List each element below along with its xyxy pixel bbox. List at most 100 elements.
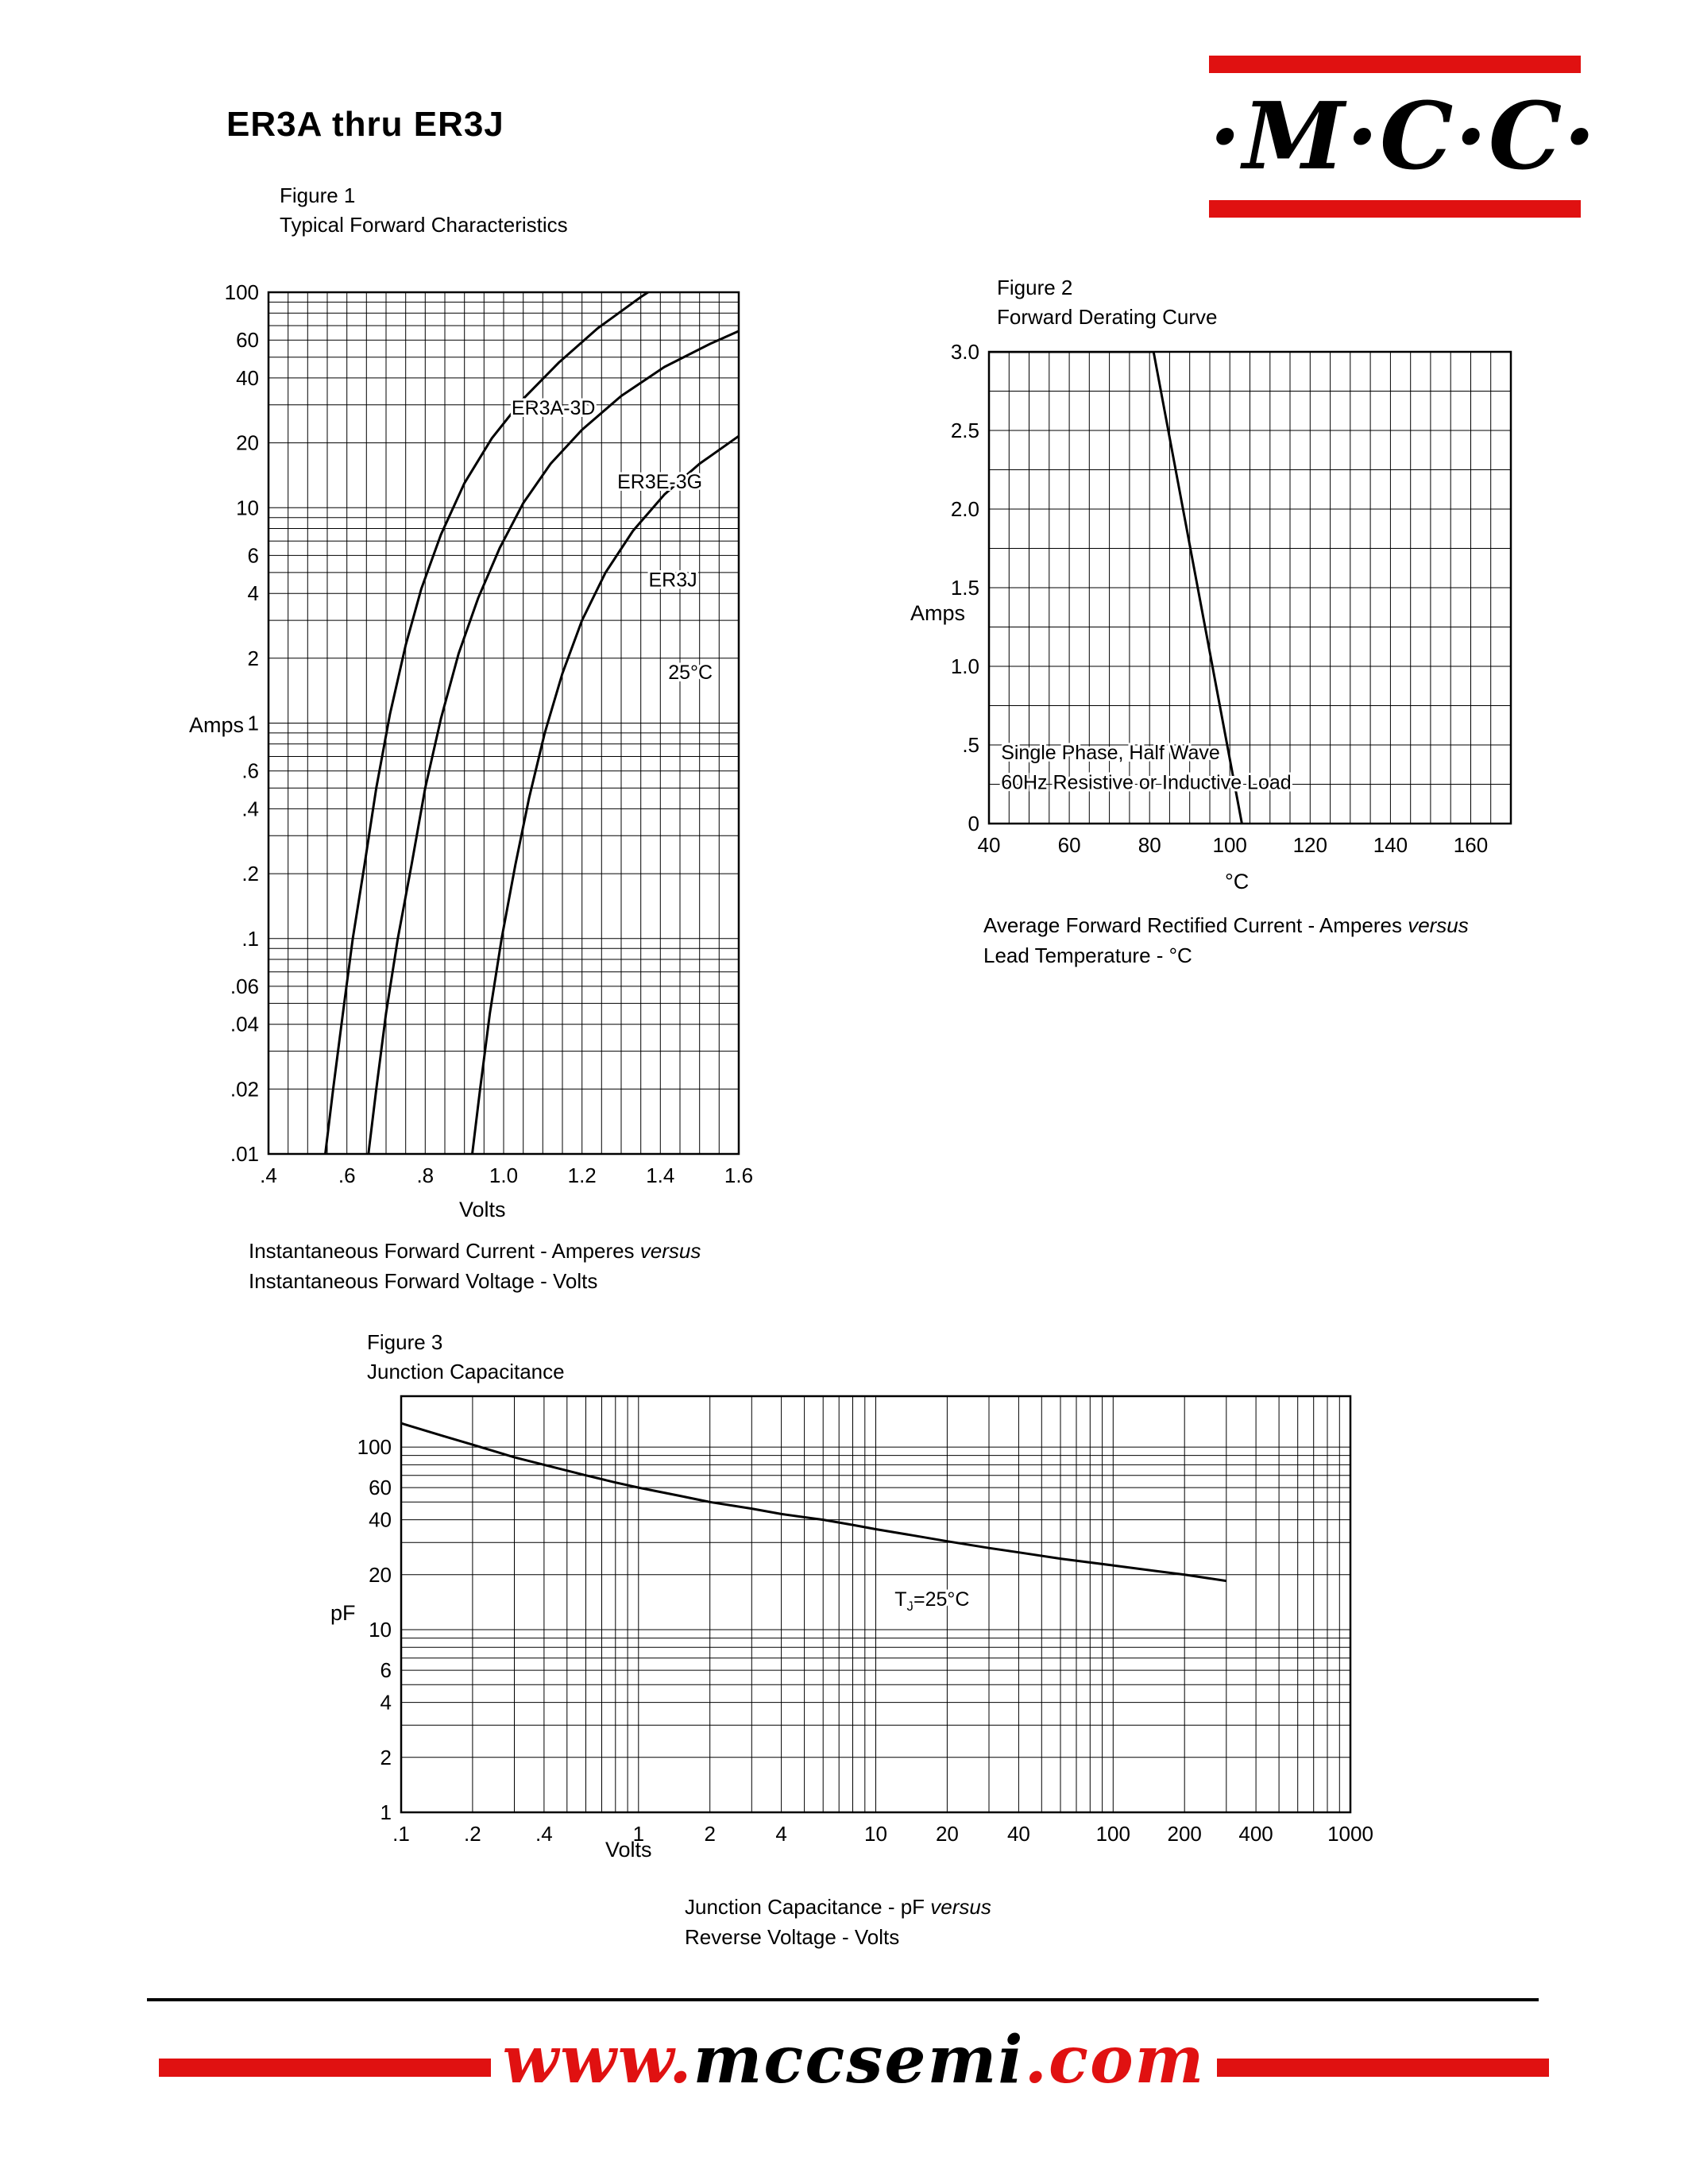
svg-text:40: 40 <box>369 1508 392 1532</box>
svg-text:1.4: 1.4 <box>646 1163 674 1187</box>
fig3-gridlines <box>400 1396 1351 1813</box>
svg-text:.04: .04 <box>230 1013 259 1036</box>
svg-text:100: 100 <box>1096 1822 1130 1846</box>
svg-text:.2: .2 <box>241 862 259 886</box>
svg-text:10: 10 <box>369 1618 392 1642</box>
svg-text:1.2: 1.2 <box>568 1163 597 1187</box>
fig1-annotation-2: ER3J <box>649 569 697 592</box>
svg-text:10: 10 <box>236 496 259 519</box>
svg-text:3.0: 3.0 <box>951 340 979 364</box>
svg-text:100: 100 <box>225 280 259 304</box>
svg-text:0: 0 <box>968 812 979 835</box>
svg-text:4: 4 <box>248 581 259 605</box>
svg-text:2: 2 <box>380 1746 392 1769</box>
figure1-title: Figure 1 Typical Forward Characteristics <box>280 181 568 240</box>
svg-text:1.6: 1.6 <box>724 1163 753 1187</box>
fig1-curve-er3e-3g <box>367 330 739 1154</box>
fig1-xlabel: Volts <box>459 1198 506 1221</box>
svg-text:10: 10 <box>864 1822 887 1846</box>
figure3-label: Figure 3 <box>367 1330 443 1354</box>
figure1-caption-line2: Instantaneous Forward Voltage - Volts <box>249 1269 598 1293</box>
svg-text:.01: .01 <box>230 1142 259 1166</box>
figure3-subtitle: Junction Capacitance <box>367 1360 565 1383</box>
svg-text:160: 160 <box>1454 833 1488 857</box>
svg-text:1: 1 <box>380 1800 392 1824</box>
svg-text:.4: .4 <box>260 1163 277 1187</box>
fig2-plot-border <box>987 350 1512 825</box>
svg-text:80: 80 <box>1138 833 1161 857</box>
fig2-plot-svg: 40 60 80 100 120 140 160 3.0 2.5 2.0 1.5 1.0 .5 0 Amps… <box>910 340 1512 893</box>
svg-text:2: 2 <box>248 646 259 670</box>
fig1-annotation-0: ER3A-3D <box>512 397 596 419</box>
svg-text:.6: .6 <box>338 1163 356 1187</box>
figure3-caption-line1: Junction Capacitance - pF versus <box>685 1895 991 1919</box>
svg-text:1000: 1000 <box>1327 1822 1373 1846</box>
svg-text:2.5: 2.5 <box>951 419 979 442</box>
svg-text:.4: .4 <box>535 1822 553 1846</box>
footer-url[interactable]: www.mccsemi.com <box>477 2022 1231 2098</box>
part-number-title: ER3A thru ER3J <box>226 105 504 144</box>
svg-text:2: 2 <box>704 1822 715 1846</box>
figure1-chart: .4.6.8 1.0 1.2 1.4 1.6 100 60 40 20 10 6 4 2 1.6.4.2.… <box>143 278 778 1239</box>
figure2-chart: 40 60 80 100 120 140 160 3.0 2.5 2.0 1.5 1.0 .5 0 Amps… <box>898 338 1565 909</box>
svg-text:60: 60 <box>369 1476 392 1499</box>
logo-bar-top <box>1209 56 1581 73</box>
svg-text:.4: .4 <box>241 797 259 820</box>
footer-bar-right <box>1217 2059 1549 2077</box>
svg-text:.06: .06 <box>230 974 259 998</box>
svg-text:.6: .6 <box>241 759 259 783</box>
svg-text:20: 20 <box>369 1563 392 1587</box>
svg-text:.1: .1 <box>392 1822 410 1846</box>
fig2-tick-labels: 40 60 80 100 120 140 160 3.0 2.5 2.0 1.5 1.0 .5 0 <box>951 340 1488 857</box>
fig1-annotation-1: ER3E-3G <box>617 471 702 493</box>
fig2-xlabel: °C <box>1225 870 1249 893</box>
svg-text:200: 200 <box>1168 1822 1202 1846</box>
figure3-caption: Junction Capacitance - pF versus Reverse… <box>685 1892 991 1952</box>
fig3-tick-labels: .1 .2 .4 1 2 4 10 20 40 100 200 400 1000 100 60 40 20 10 6… <box>357 1435 1373 1846</box>
figure2-label: Figure 2 <box>997 276 1073 299</box>
figure3-caption-line2: Reverse Voltage - Volts <box>685 1925 900 1949</box>
fig3-annotation-0: TJ=25°C <box>894 1588 969 1614</box>
fig2-annotation-0: Single Phase, Half Wave <box>1001 742 1220 764</box>
figure1-caption-line1: Instantaneous Forward Current - Amperes … <box>249 1239 701 1263</box>
fig2-curve-derating <box>989 352 1243 824</box>
figure3-title: Figure 3 Junction Capacitance <box>367 1328 565 1387</box>
fig3-curve-junction-capacitance <box>401 1422 1227 1583</box>
figure2-subtitle: Forward Derating Curve <box>997 305 1218 329</box>
fig2-annotation-1: 60Hz Resistive or Inductive Load <box>1001 771 1291 793</box>
svg-text:1.0: 1.0 <box>951 654 979 678</box>
fig2-ylabel: Amps <box>910 601 965 625</box>
svg-text:120: 120 <box>1293 833 1327 857</box>
svg-text:.02: .02 <box>230 1077 259 1101</box>
svg-text:20: 20 <box>936 1822 959 1846</box>
footer-url-domain[interactable]: mccsemi <box>693 2022 1025 2098</box>
svg-text:100: 100 <box>1213 833 1247 857</box>
figure1-caption: Instantaneous Forward Current - Amperes … <box>249 1236 701 1296</box>
footer-url-www[interactable]: www. <box>502 2022 693 2098</box>
svg-text:40: 40 <box>236 366 259 390</box>
figure3-chart: .1 .2 .4 1 2 4 10 20 40 100 200 400 1000 100 60 40 20 10 6… <box>302 1382 1390 1882</box>
fig3-ylabel: pF <box>330 1601 356 1625</box>
svg-text:6: 6 <box>248 543 259 567</box>
svg-text:.1: .1 <box>241 927 259 951</box>
svg-text:.5: .5 <box>962 733 979 757</box>
svg-text:4: 4 <box>775 1822 786 1846</box>
fig3-plot-svg: .1 .2 .4 1 2 4 10 20 40 100 200 400 1000 100 60 40 20 10 6… <box>330 1395 1373 1862</box>
fig3-xlabel: Volts <box>605 1838 652 1862</box>
figure2-caption-line1: Average Forward Rectified Current - Ampe… <box>983 913 1469 937</box>
svg-text:1.5: 1.5 <box>951 576 979 600</box>
fig1-gridlines <box>268 291 740 1155</box>
fig1-ylabel: Amps <box>189 713 244 737</box>
mcc-logo: ·M·C·C· <box>1209 56 1597 218</box>
svg-text:2.0: 2.0 <box>951 497 979 521</box>
svg-text:60: 60 <box>1058 833 1081 857</box>
svg-text:1: 1 <box>633 1822 644 1846</box>
svg-text:.8: .8 <box>416 1163 434 1187</box>
svg-text:20: 20 <box>236 431 259 455</box>
svg-text:.2: .2 <box>464 1822 481 1846</box>
mcc-logo-text: ·M·C·C· <box>1209 83 1597 191</box>
fig1-curve-er3j <box>471 434 739 1154</box>
figure2-title: Figure 2 Forward Derating Curve <box>997 273 1217 332</box>
footer-url-tld[interactable]: .com <box>1024 2022 1206 2098</box>
